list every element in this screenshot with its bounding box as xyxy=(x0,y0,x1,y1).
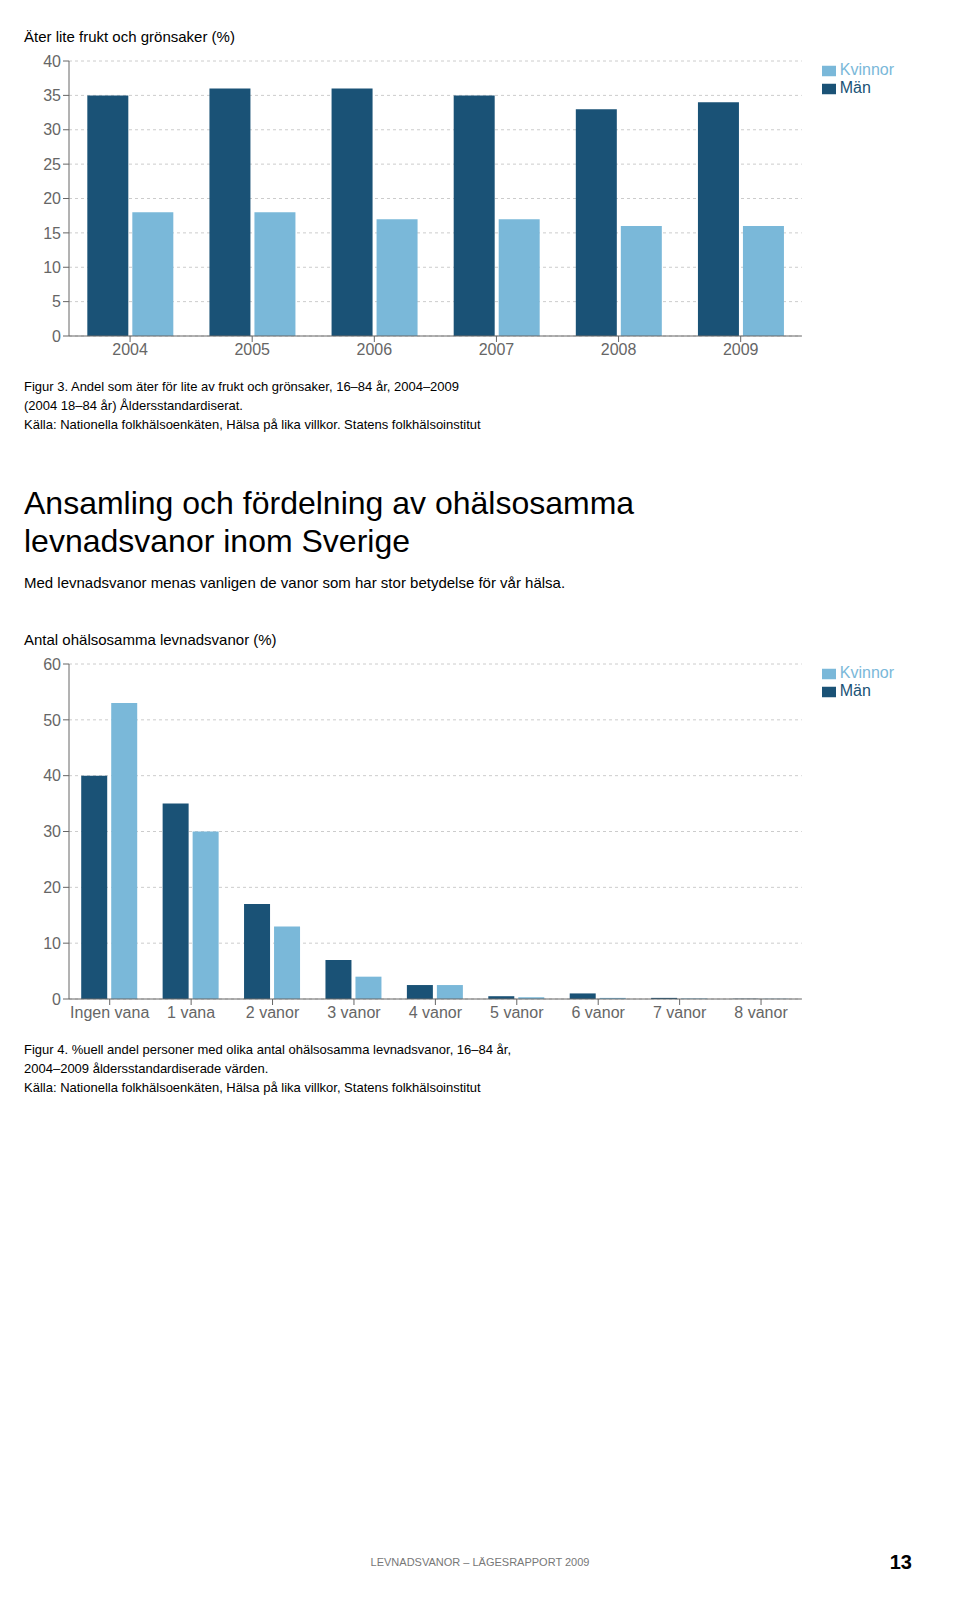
html-text:Figur 3. Andel som äter för li: Figur 3. Andel som äter för lite av fruk… xyxy=(24,379,459,394)
svg-text:5 vanor: 5 vanor xyxy=(490,1004,544,1021)
svg-text:8 vanor: 8 vanor xyxy=(734,1004,788,1021)
svg-text:30: 30 xyxy=(43,823,61,840)
svg-text:40: 40 xyxy=(43,767,61,784)
svg-text:1 vana: 1 vana xyxy=(167,1004,215,1021)
svg-text:2009: 2009 xyxy=(723,341,759,358)
svg-text:2006: 2006 xyxy=(357,341,393,358)
html-text:Med levnadsvanor menas vanlige: Med levnadsvanor menas vanligen de vanor… xyxy=(24,574,566,591)
svg-text:5: 5 xyxy=(52,293,61,310)
html-text:Källa: Nationella folkhälsoenk: Källa: Nationella folkhälsoenkäten, Häls… xyxy=(24,1080,481,1095)
svg-text:Ingen vana: Ingen vana xyxy=(70,1004,149,1021)
svg-text:0: 0 xyxy=(52,328,61,345)
svg-text:2005: 2005 xyxy=(234,341,270,358)
svg-text:2004: 2004 xyxy=(112,341,148,358)
html-text:Äter lite frukt och grönsaker: Äter lite frukt och grönsaker (%) xyxy=(24,28,235,45)
html-text:Ansamling och fördelning av oh: Ansamling och fördelning av ohälsosamma xyxy=(24,485,635,521)
html-text:Kvinnor: Kvinnor xyxy=(839,61,894,78)
html-text:2004–2009 åldersstandardiserad: 2004–2009 åldersstandardiserade värden. xyxy=(24,1061,269,1076)
svg-text:10: 10 xyxy=(43,935,61,952)
svg-text:2008: 2008 xyxy=(601,341,637,358)
html-text:Antal ohälsosamma levnadsvanor: Antal ohälsosamma levnadsvanor (%) xyxy=(24,631,277,648)
html-text:(2004 18–84 år) Åldersstandard: (2004 18–84 år) Åldersstandardiserat. xyxy=(24,398,243,413)
svg-text:20: 20 xyxy=(43,190,61,207)
svg-text:30: 30 xyxy=(43,121,61,138)
svg-text:2 vanor: 2 vanor xyxy=(246,1004,300,1021)
html-text:Män: Män xyxy=(839,79,871,96)
svg-text:2007: 2007 xyxy=(479,341,515,358)
svg-text:20: 20 xyxy=(43,879,61,896)
svg-text:4 vanor: 4 vanor xyxy=(409,1004,463,1021)
svg-text:3 vanor: 3 vanor xyxy=(327,1004,381,1021)
svg-text:7 vanor: 7 vanor xyxy=(653,1004,707,1021)
svg-text:50: 50 xyxy=(43,712,61,729)
html-text:LEVNADSVANOR – LÄGESRAPPORT 20: LEVNADSVANOR – LÄGESRAPPORT 2009 xyxy=(370,1556,590,1568)
svg-text:0: 0 xyxy=(52,991,61,1008)
svg-text:40: 40 xyxy=(43,53,61,70)
svg-text:35: 35 xyxy=(43,87,61,104)
html-text:levnadsvanor inom Sverige: levnadsvanor inom Sverige xyxy=(24,523,410,559)
html-text:Kvinnor: Kvinnor xyxy=(839,664,894,681)
svg-text:60: 60 xyxy=(43,656,61,673)
html-text:13: 13 xyxy=(889,1551,912,1573)
svg-text:25: 25 xyxy=(43,156,61,173)
svg-text:10: 10 xyxy=(43,259,61,276)
html-text:Källa: Nationella folkhälsoenk: Källa: Nationella folkhälsoenkäten, Häls… xyxy=(24,417,481,432)
html-text:Män: Män xyxy=(839,682,871,699)
svg-text:6 vanor: 6 vanor xyxy=(572,1004,626,1021)
html-text:Figur 4. %uell andel personer: Figur 4. %uell andel personer med olika … xyxy=(24,1042,512,1057)
svg-text:15: 15 xyxy=(43,225,61,242)
